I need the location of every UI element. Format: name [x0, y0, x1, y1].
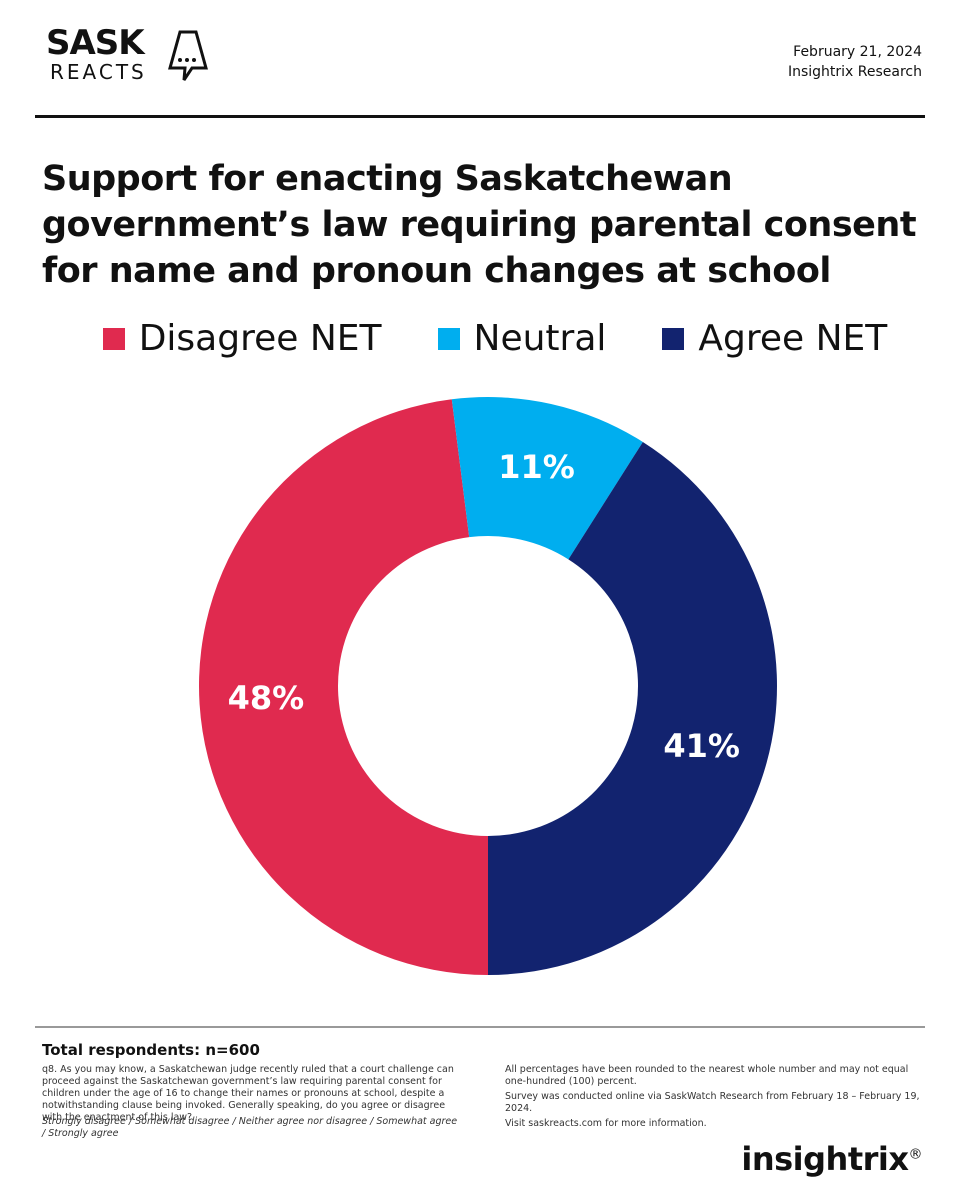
footer-rule — [35, 1026, 925, 1028]
brand-name: insightrix — [741, 1140, 909, 1178]
chart: 48% 11% 41% — [198, 397, 777, 976]
scale: Strongly disagree / Somewhat disagree / … — [42, 1116, 458, 1139]
note: All percentages have been rounded to the… — [505, 1064, 909, 1087]
legend-label: Neutral — [473, 318, 607, 359]
legend-item: Neutral — [437, 318, 607, 359]
logo-bottom: REACTS — [50, 60, 147, 84]
data-label: 48% — [228, 679, 305, 717]
note: Visit saskreacts.com for more informatio… — [505, 1118, 707, 1129]
data-label: 11% — [498, 448, 575, 486]
chart-title: Support for enacting Saskatchewan govern… — [42, 159, 917, 291]
logo-top: SASK — [46, 23, 145, 63]
legend-swatch — [102, 327, 125, 350]
source: Insightrix Research — [787, 64, 922, 80]
legend-swatch — [662, 327, 685, 350]
legend-label: Disagree NET — [138, 318, 382, 359]
legend-item: Disagree NET — [102, 318, 382, 359]
header-rule — [35, 115, 925, 118]
donut-segment — [198, 399, 488, 976]
logo-icon — [168, 30, 208, 81]
legend-item: Agree NET — [662, 318, 887, 359]
date: February 21, 2024 — [793, 44, 922, 60]
note: Survey was conducted online via SaskWatc… — [505, 1091, 920, 1114]
data-label: 41% — [663, 727, 740, 765]
brand: insightrix® — [741, 1140, 922, 1178]
brand-mark: ® — [908, 1146, 923, 1163]
notes: All percentages have been rounded to the… — [505, 1064, 925, 1133]
legend: Disagree NET Neutral Agree NET — [0, 318, 960, 359]
respondents: Total respondents: n=600 — [42, 1041, 260, 1059]
donut-segment — [451, 397, 643, 560]
donut-segment — [488, 441, 777, 975]
legend-label: Agree NET — [698, 318, 888, 359]
question: q8. As you may know, a Saskatchewan judg… — [42, 1064, 454, 1123]
legend-swatch — [437, 327, 460, 350]
